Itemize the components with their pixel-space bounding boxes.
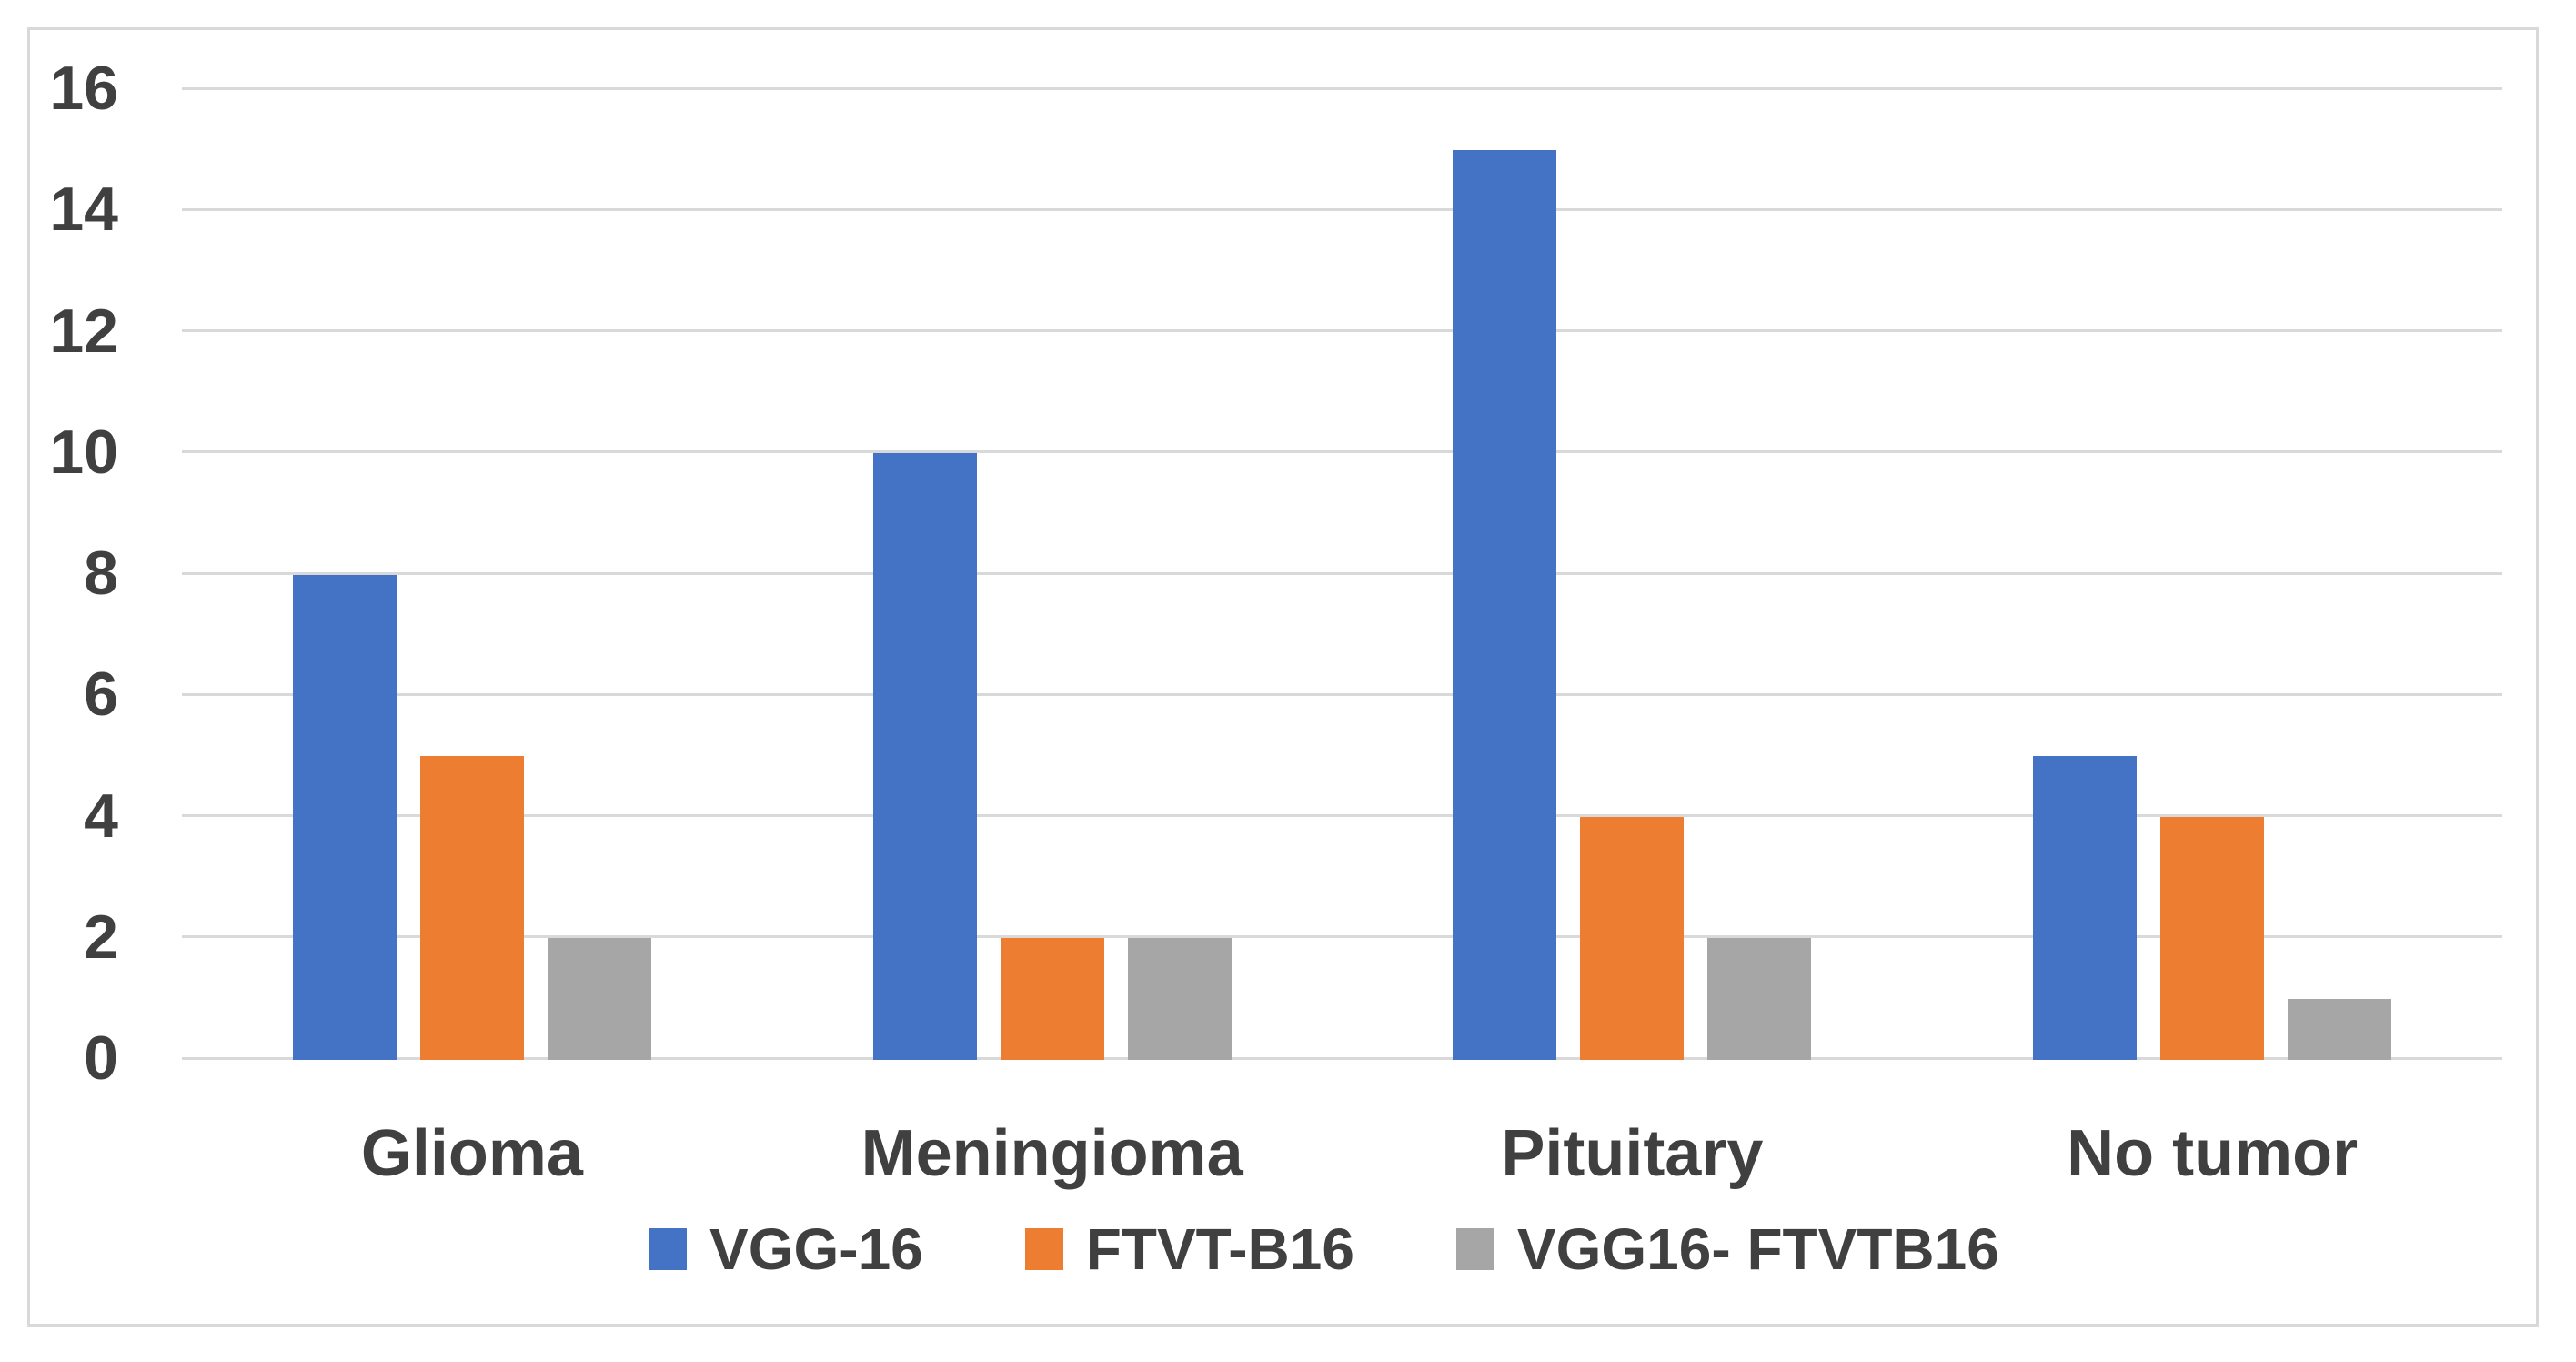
legend-label: FTVT-B16	[1085, 1216, 1354, 1282]
legend-item: VGG-16	[649, 1220, 923, 1278]
bar-no-tumor-vgg-16	[2033, 756, 2138, 1060]
gridline	[182, 329, 2502, 332]
legend-label: VGG-16	[709, 1216, 923, 1282]
legend-swatch-icon	[649, 1228, 687, 1270]
y-tick-label: 14	[49, 175, 118, 245]
bar-glioma-vgg-16	[292, 574, 397, 1060]
legend-swatch-icon	[1024, 1228, 1063, 1270]
y-tick-label: 16	[49, 54, 118, 123]
bar-glioma-vgg16--ftvtb16	[547, 938, 651, 1060]
gridline	[182, 935, 2502, 939]
bar-meningioma-vgg-16	[872, 453, 977, 1060]
bar-no-tumor-vgg16--ftvtb16	[2288, 998, 2392, 1060]
category-label: Meningioma	[860, 1117, 1243, 1190]
legend-label: VGG16- FTVTB16	[1516, 1216, 1999, 1282]
gridline	[182, 450, 2502, 454]
bar-meningioma-vgg16--ftvtb16	[1127, 938, 1232, 1060]
legend-item: FTVT-B16	[1024, 1216, 1354, 1282]
bar-pituitary-vgg-16	[1453, 150, 1557, 1060]
bar-no-tumor-ftvt-b16	[2160, 817, 2265, 1060]
bar-pituitary-ftvt-b16	[1580, 817, 1685, 1060]
y-tick-label: 2	[84, 902, 118, 972]
y-tick-label: 8	[84, 539, 118, 608]
bar-pituitary-vgg16--ftvtb16	[1707, 938, 1812, 1060]
bar-meningioma-ftvt-b16	[1000, 938, 1104, 1060]
legend-item: VGG16- FTVTB16	[1455, 1216, 1999, 1282]
gridline	[182, 207, 2502, 211]
gridline	[182, 571, 2502, 575]
y-tick-label: 10	[49, 417, 118, 487]
gridline	[182, 692, 2502, 696]
chart-frame: 0 2 4 6 8 10 12 14 16 Glioma Meningioma Pituitary N…	[27, 27, 2539, 1327]
category-label: No tumor	[2067, 1117, 2359, 1190]
y-tick-label: 4	[84, 781, 118, 851]
gridline	[182, 86, 2502, 90]
y-tick-label: 12	[49, 296, 118, 366]
gridline	[182, 814, 2502, 817]
category-label: Pituitary	[1501, 1117, 1764, 1190]
x-axis-line	[182, 1056, 2502, 1060]
bar-glioma-ftvt-b16	[419, 756, 524, 1060]
legend: VGG-16 FTVT-B16 VGG16- FTVTB16	[649, 1220, 1999, 1278]
category-label: Glioma	[360, 1117, 583, 1190]
y-tick-label: 0	[84, 1024, 118, 1093]
y-tick-label: 6	[84, 660, 118, 730]
legend-swatch-icon	[1455, 1228, 1494, 1270]
